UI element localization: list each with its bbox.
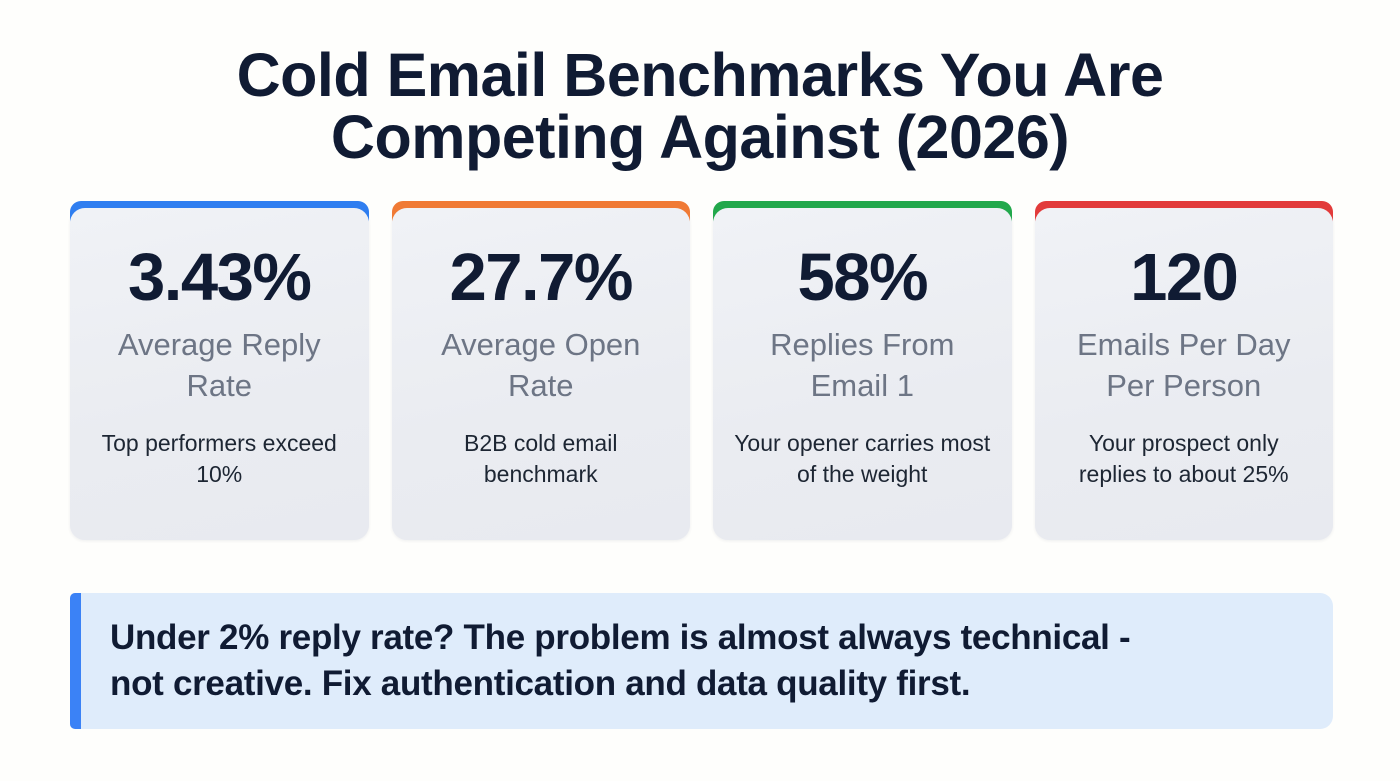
card-body: 3.43% Average Reply Rate Top performers …: [70, 208, 369, 540]
card-body: 120 Emails Per Day Per Person Your prosp…: [1034, 208, 1333, 540]
stat-label: Average Reply Rate: [117, 327, 321, 403]
stat-label: Emails Per Day Per Person: [1076, 327, 1291, 403]
stat-label: Average Open Rate: [441, 327, 641, 403]
title-block: Cold Email Benchmarks You Are Competing …: [110, 44, 1290, 168]
page-title: Cold Email Benchmarks You Are Competing …: [236, 41, 1164, 171]
card-body: 58% Replies From Email 1 Your opener car…: [713, 208, 1012, 540]
stat-card: 27.7% Average Open Rate B2B cold email b…: [391, 201, 690, 540]
stat-sublabel: Your opener carries most of the weight: [734, 430, 991, 487]
stat-value: 27.7%: [449, 240, 634, 315]
stat-value: 3.43%: [128, 240, 312, 315]
callout-banner: Under 2% reply rate? The problem is almo…: [70, 593, 1333, 729]
stat-sublabel: Top performers exceed 10%: [101, 430, 337, 487]
card-body: 27.7% Average Open Rate B2B cold email b…: [391, 208, 690, 540]
stat-cards-row: 3.43% Average Reply Rate Top performers …: [70, 201, 1333, 540]
stat-sublabel: Your prospect only replies to about 25%: [1078, 430, 1289, 487]
stat-value: 120: [1130, 240, 1239, 315]
stat-card: 3.43% Average Reply Rate Top performers …: [70, 201, 369, 540]
callout-accent-bar: [70, 593, 81, 729]
stat-value: 58%: [797, 240, 928, 315]
stat-sublabel: B2B cold email benchmark: [464, 430, 618, 487]
stat-card: 58% Replies From Email 1 Your opener car…: [713, 201, 1012, 540]
callout-text: Under 2% reply rate? The problem is almo…: [110, 618, 1131, 703]
stat-label: Replies From Email 1: [770, 327, 955, 403]
stat-card: 120 Emails Per Day Per Person Your prosp…: [1034, 201, 1333, 540]
